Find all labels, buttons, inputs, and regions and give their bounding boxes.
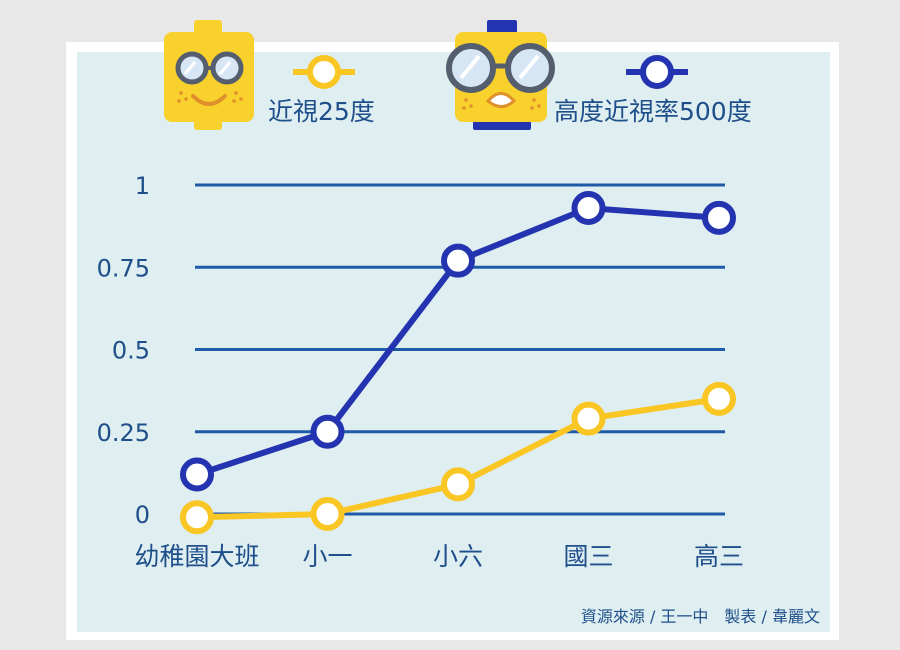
- legend-marker-high: [626, 55, 688, 89]
- data-point: [571, 401, 606, 436]
- data-point: [571, 191, 606, 226]
- smiling-face-with-glasses-icon: [164, 20, 254, 130]
- x-axis-tick-labels: 幼稚園大班 小一 小六 國三 高三: [134, 542, 744, 571]
- y-axis-tick-labels: 1 0.75 0.5 0.25 0: [97, 172, 150, 529]
- data-point: [310, 414, 345, 449]
- x-tick-label: 小六: [433, 542, 483, 571]
- x-tick-label: 小一: [302, 542, 352, 571]
- legend-label-high: 高度近視率500度: [554, 97, 752, 126]
- x-tick-label: 幼稚園大班: [134, 542, 259, 571]
- legend-mild: 近視25度: [164, 20, 375, 130]
- legend-marker-mild: [293, 55, 355, 89]
- data-point: [180, 457, 214, 492]
- y-tick-label: 0.5: [112, 337, 150, 365]
- x-tick-label: 高三: [694, 542, 744, 571]
- data-point: [441, 243, 475, 278]
- chart-panel: [77, 52, 830, 632]
- y-tick-label: 0.75: [97, 254, 150, 282]
- legend-label-mild: 近視25度: [268, 97, 375, 126]
- x-tick-label: 國三: [563, 542, 613, 571]
- y-tick-label: 0.25: [97, 419, 150, 447]
- data-point: [702, 381, 736, 416]
- gridlines: [195, 183, 725, 516]
- data-point: [702, 200, 736, 235]
- series-lines: [180, 191, 736, 535]
- data-point: [441, 467, 475, 502]
- y-tick-label: 1: [135, 172, 150, 200]
- credit-text: 資源來源 / 王一中 製表 / 韋麗文: [581, 607, 820, 626]
- legend-high: 高度近視率500度: [446, 20, 752, 130]
- series-1: [180, 191, 736, 492]
- data-point: [310, 497, 345, 531]
- data-point: [180, 500, 214, 535]
- surprised-face-with-big-glasses-icon: [446, 20, 555, 130]
- y-tick-label: 0: [135, 501, 150, 529]
- series-0: [180, 381, 736, 535]
